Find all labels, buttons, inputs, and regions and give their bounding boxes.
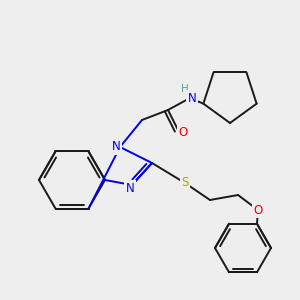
Text: N: N (188, 92, 196, 104)
Text: N: N (126, 182, 134, 194)
Text: O: O (178, 127, 188, 140)
Text: N: N (112, 140, 120, 154)
Text: S: S (181, 176, 189, 190)
Text: O: O (254, 203, 262, 217)
Text: H: H (181, 84, 189, 94)
